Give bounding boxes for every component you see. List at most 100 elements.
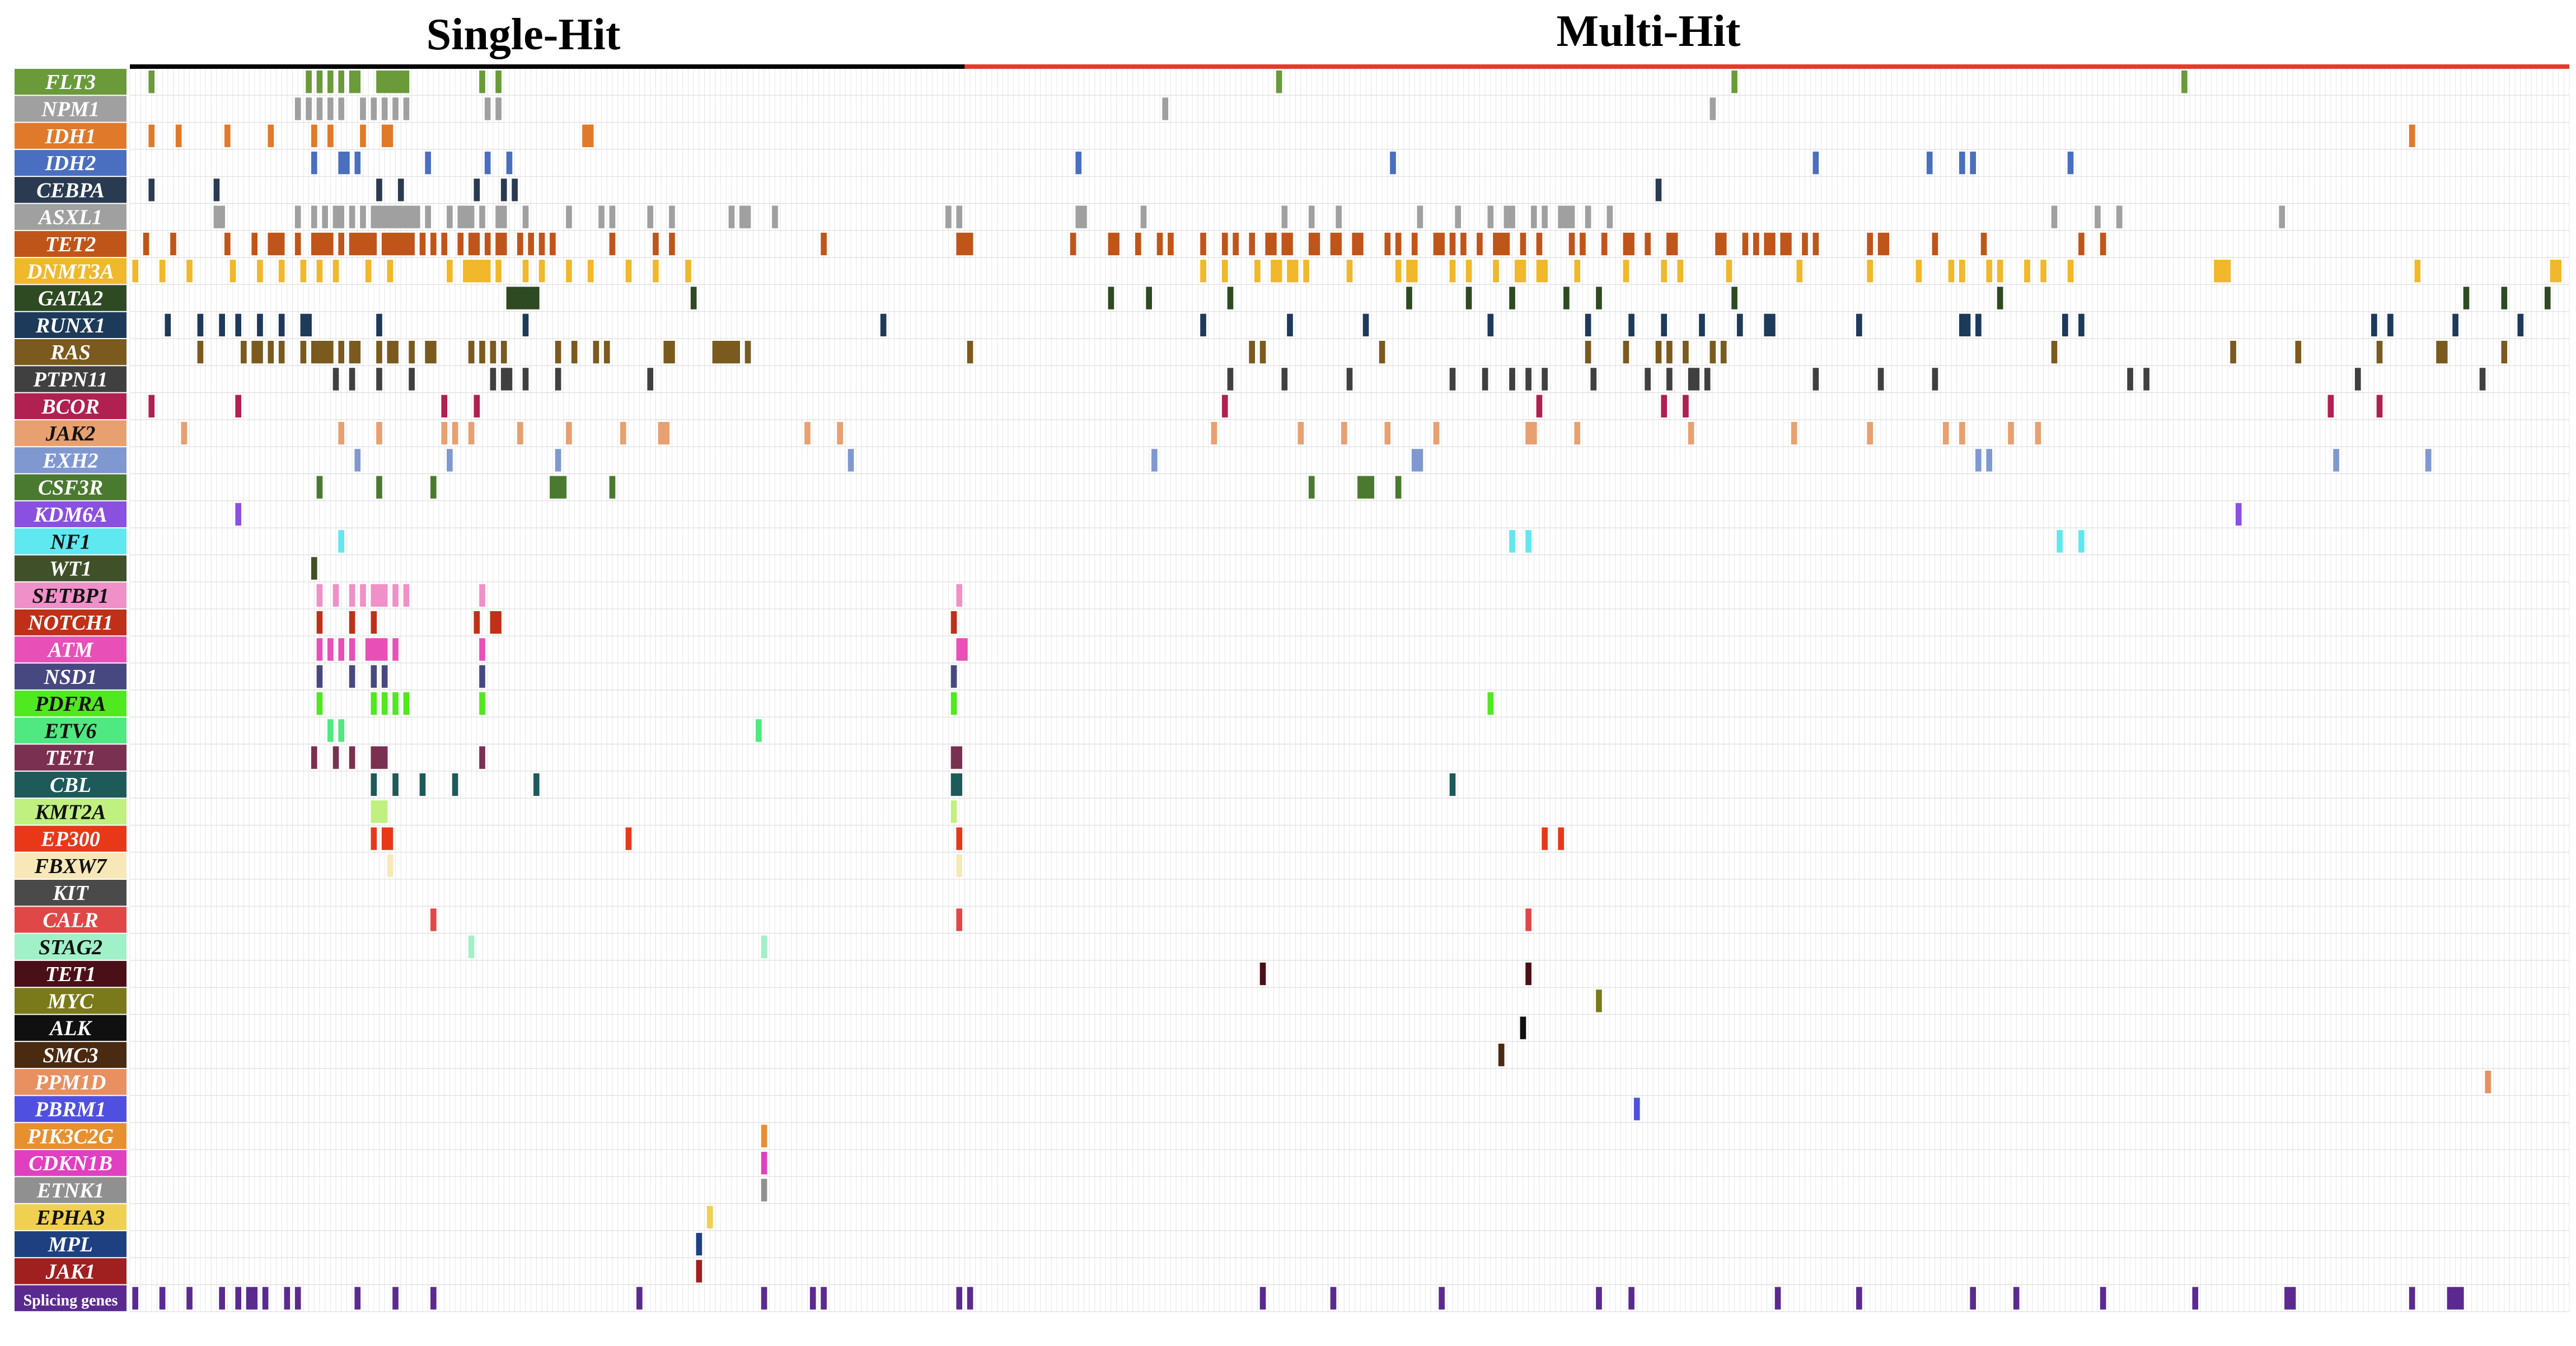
mutation-cell (804, 421, 811, 445)
mutation-cell (1221, 260, 1228, 283)
mutation-cell (376, 71, 382, 93)
mutation-cell (403, 205, 410, 228)
mutation-cell (1330, 1287, 1337, 1310)
mutation-cell (950, 665, 957, 688)
mutation-cell (387, 71, 394, 93)
mutation-cell (381, 584, 388, 607)
gene-label: Splicing genes (24, 1292, 118, 1310)
mutation-cell (1932, 368, 1938, 391)
mutation-cell (409, 205, 415, 228)
mutation-cell (1959, 151, 1965, 175)
mutation-cell (663, 341, 670, 364)
mutation-cell (1628, 313, 1634, 336)
gene-label: NPM1 (41, 97, 99, 121)
mutation-cell (1151, 449, 1158, 472)
gene-label: KDM6A (34, 503, 107, 527)
mutation-cell (392, 638, 399, 661)
mutation-cell (392, 71, 399, 93)
mutation-cell (468, 205, 475, 228)
mutation-cell (512, 179, 518, 201)
mutation-cell (1926, 151, 1933, 175)
mutation-cell (457, 205, 464, 228)
mutation-cell (1932, 232, 1938, 256)
mutation-cell (1406, 260, 1412, 283)
mutation-cell (268, 124, 274, 147)
mutation-cell (1281, 205, 1288, 228)
mutation-cell (349, 611, 355, 634)
mutation-cell (1542, 368, 1548, 391)
mutation-cell (1287, 232, 1293, 256)
mutation-cell (2057, 530, 2063, 553)
mutation-cell (1465, 260, 1472, 283)
mutation-cell (880, 313, 887, 336)
mutation-cell (1596, 989, 1602, 1012)
mutation-cell (474, 232, 480, 256)
mutation-cell (653, 260, 659, 283)
mutation-cell (1314, 232, 1320, 256)
gene-label-box (15, 1204, 127, 1230)
mutation-cell (1709, 97, 1716, 120)
mutation-cell (1688, 368, 1694, 391)
gene-label: JAK2 (45, 422, 96, 445)
mutation-cell (479, 341, 485, 364)
mutation-cell (338, 151, 345, 175)
mutation-cell (761, 935, 767, 958)
mutation-cell (1769, 313, 1776, 336)
mutation-cell (837, 421, 843, 445)
mutation-cell (2127, 368, 2133, 391)
mutation-cell (1509, 205, 1515, 228)
gene-label-box (15, 852, 127, 879)
mutation-cell (447, 205, 453, 228)
gene-label-box (15, 744, 127, 771)
mutation-cell (1542, 205, 1548, 228)
mutation-cell (376, 746, 382, 769)
mutation-cell (1742, 232, 1749, 256)
mutation-cell (1709, 341, 1716, 364)
mutation-cell (338, 719, 345, 742)
mutation-cell (392, 205, 399, 228)
mutation-cell (441, 232, 448, 256)
mutation-cell (1525, 368, 1531, 391)
mutation-cell (381, 746, 388, 769)
mutation-cell (159, 260, 166, 283)
mutation-cell (2457, 1287, 2464, 1310)
mutation-cell (718, 341, 724, 364)
mutation-cell (967, 1287, 973, 1310)
mutation-cell (1812, 232, 1819, 256)
mutation-cell (2327, 395, 2334, 418)
mutation-cell (1303, 260, 1309, 283)
mutation-cell (1661, 313, 1668, 336)
mutation-cell (685, 260, 691, 283)
mutation-cell (332, 260, 339, 283)
mutation-cell (1482, 368, 1488, 391)
mutation-cell (365, 260, 372, 283)
mutation-cell (528, 232, 534, 256)
mutation-cell (1666, 232, 1673, 256)
mutation-cell (371, 97, 377, 120)
mutation-cell (1715, 232, 1721, 256)
mutation-cell (219, 313, 225, 336)
mutation-cell (2219, 260, 2226, 283)
mutation-cell (381, 124, 388, 147)
mutation-cell (338, 638, 345, 661)
group-bar-single-hit (130, 64, 965, 69)
gene-label: ALK (49, 1017, 93, 1040)
mutation-cell (1075, 205, 1082, 228)
mutation-cell (311, 341, 317, 364)
mutation-cell (371, 638, 377, 661)
mutation-cell (2181, 71, 2188, 93)
mutation-cell (235, 503, 242, 526)
mutation-cell (1271, 232, 1277, 256)
mutation-cell (1493, 232, 1499, 256)
mutation-cell (1200, 232, 1206, 256)
mutation-cell (251, 341, 258, 364)
mutation-cell (327, 638, 334, 661)
mutation-cell (1460, 232, 1467, 256)
mutation-cell (1281, 232, 1288, 256)
mutation-cell (500, 232, 507, 256)
mutation-cell (2479, 368, 2486, 391)
mutation-cell (349, 205, 355, 228)
mutation-cell (278, 313, 285, 336)
mutation-cell (2436, 341, 2442, 364)
